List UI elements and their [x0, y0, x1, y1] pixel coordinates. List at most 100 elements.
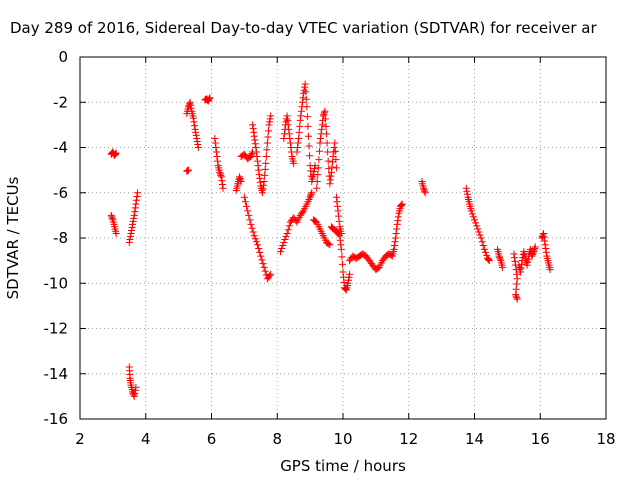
data-point — [193, 134, 201, 142]
data-point — [392, 234, 400, 242]
data-point — [394, 213, 402, 221]
data-point — [326, 180, 334, 188]
data-point — [295, 134, 303, 142]
data-point — [397, 202, 405, 210]
data-point — [342, 285, 350, 293]
data-point — [391, 238, 399, 246]
data-point — [301, 83, 309, 91]
data-point — [332, 164, 340, 172]
data-point — [328, 163, 336, 171]
data-point — [184, 166, 192, 174]
data-point — [531, 245, 539, 253]
data-point — [211, 139, 219, 147]
data-point — [296, 122, 304, 130]
data-point — [513, 270, 521, 278]
data-point — [472, 219, 480, 227]
data-point — [194, 144, 202, 151]
data-point — [315, 147, 323, 155]
data-point — [130, 391, 138, 399]
data-points — [107, 80, 554, 400]
data-point — [216, 170, 224, 178]
data-point — [217, 173, 225, 181]
data-point — [518, 260, 526, 268]
data-point — [263, 139, 271, 147]
data-point — [313, 184, 321, 192]
data-point — [495, 252, 503, 260]
data-point — [390, 245, 398, 253]
data-point — [332, 193, 340, 201]
data-point — [318, 125, 326, 133]
data-point — [529, 249, 537, 257]
data-point — [337, 245, 345, 253]
data-point — [281, 236, 289, 244]
data-point — [191, 122, 199, 130]
data-point — [303, 113, 311, 121]
data-point — [132, 383, 140, 391]
data-point — [313, 177, 321, 185]
data-point — [261, 267, 269, 275]
data-point — [252, 148, 260, 156]
data-point — [421, 189, 429, 197]
data-point — [512, 285, 520, 293]
data-point — [130, 211, 138, 219]
data-point — [108, 213, 116, 221]
data-point — [279, 242, 287, 250]
data-point — [251, 140, 259, 148]
data-point — [240, 193, 248, 201]
data-point — [513, 280, 521, 288]
data-point — [303, 103, 311, 111]
x-axis-label: GPS time / hours — [280, 457, 406, 475]
data-point — [324, 157, 332, 165]
data-point — [340, 278, 348, 286]
x-tick-label: 8 — [272, 430, 282, 448]
data-point — [286, 134, 294, 142]
data-point — [321, 115, 329, 123]
data-point — [317, 134, 325, 142]
data-point — [236, 174, 244, 182]
data-point — [246, 216, 254, 224]
data-point — [308, 189, 316, 197]
data-point — [498, 263, 506, 271]
data-point — [323, 130, 331, 138]
data-point — [540, 233, 548, 241]
data-point — [256, 178, 264, 186]
data-point — [280, 134, 288, 142]
data-point — [260, 263, 268, 271]
data-point — [311, 165, 319, 173]
data-point — [219, 184, 227, 192]
data-point — [306, 152, 314, 160]
data-point — [254, 162, 262, 170]
data-point — [538, 232, 546, 240]
data-point — [519, 251, 527, 259]
data-point — [463, 187, 471, 195]
data-point — [474, 225, 482, 233]
data-point — [530, 246, 538, 254]
data-point — [241, 198, 249, 206]
data-point — [473, 222, 481, 230]
data-point — [346, 270, 354, 278]
data-point — [541, 241, 549, 249]
data-point — [267, 270, 275, 278]
data-point — [331, 147, 339, 155]
y-tick-label: -6 — [53, 184, 68, 202]
data-point — [510, 254, 518, 262]
data-point — [304, 122, 312, 130]
data-point — [326, 176, 334, 184]
data-point — [190, 118, 198, 126]
data-point — [256, 174, 264, 182]
data-point — [333, 198, 341, 206]
data-point — [286, 139, 294, 147]
data-point — [260, 181, 268, 189]
data-point — [128, 223, 136, 231]
data-point — [284, 226, 292, 234]
data-point — [334, 202, 342, 210]
data-point — [218, 177, 226, 185]
data-point — [249, 228, 257, 236]
data-point — [529, 251, 537, 259]
data-point — [194, 140, 202, 148]
data-point — [129, 220, 137, 228]
data-point — [467, 207, 475, 215]
data-point — [297, 107, 305, 115]
data-point — [257, 252, 265, 260]
data-point — [266, 115, 274, 123]
